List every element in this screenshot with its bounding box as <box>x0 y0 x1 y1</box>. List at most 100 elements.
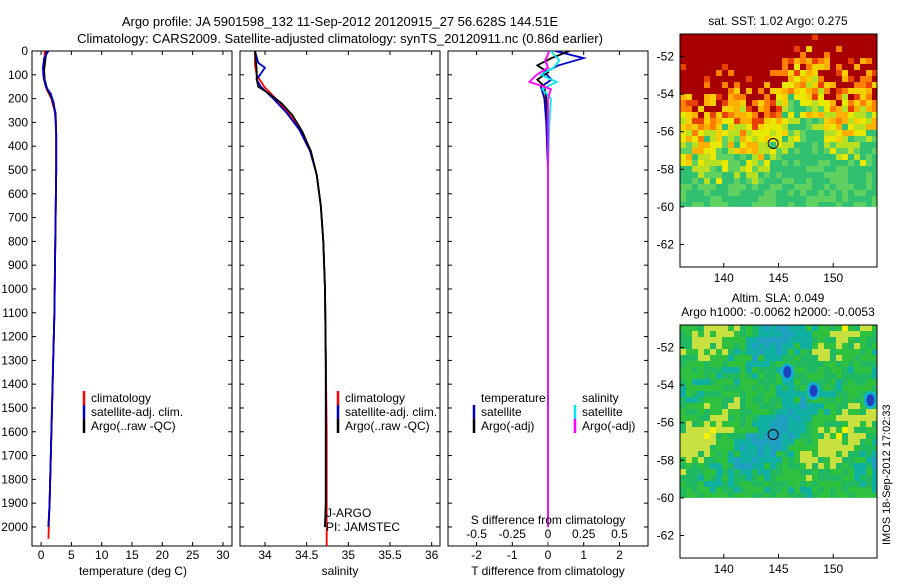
heatmap-cell <box>782 136 789 143</box>
heatmap-cell <box>824 130 831 137</box>
heatmap-cell <box>788 343 795 350</box>
heatmap-cell <box>872 409 877 416</box>
map-y-tick-label: -58 <box>657 162 675 176</box>
heatmap-cell <box>770 379 777 386</box>
heatmap-cell <box>728 349 735 356</box>
heatmap-cell <box>782 70 789 77</box>
heatmap-cell <box>776 463 783 470</box>
heatmap-cell <box>680 331 687 338</box>
heatmap-cell <box>740 349 747 356</box>
heatmap-cell <box>758 487 765 494</box>
map-x-tick-label: 140 <box>714 271 734 285</box>
heatmap-cell <box>824 373 831 380</box>
heatmap-cell <box>692 403 699 410</box>
heatmap-cell <box>788 493 795 498</box>
heatmap-cell <box>710 355 717 362</box>
heatmap-cell <box>692 52 699 59</box>
heatmap-cell <box>776 397 783 404</box>
heatmap-cell <box>866 94 873 101</box>
heatmap-cell <box>722 481 729 488</box>
difference-legend: temperature salinity satellite Argo(-adj… <box>472 391 635 433</box>
heatmap-cell <box>800 142 807 149</box>
heatmap-cell <box>704 385 711 392</box>
heatmap-cell <box>704 130 711 137</box>
heatmap-cell <box>698 337 705 344</box>
heatmap-cell <box>770 367 777 374</box>
heatmap-cell <box>848 331 855 338</box>
heatmap-cell <box>698 82 705 89</box>
heatmap-cell <box>770 355 777 362</box>
heatmap-cell <box>740 481 747 488</box>
heatmap-cell <box>788 154 795 161</box>
heatmap-cell <box>722 493 729 498</box>
heatmap-cell <box>842 58 849 65</box>
heatmap-cell <box>818 493 825 498</box>
heatmap-cell <box>860 88 867 95</box>
heatmap-cell <box>764 397 771 404</box>
heatmap-cell <box>866 451 873 458</box>
heatmap-cell <box>758 385 765 392</box>
heatmap-cell <box>734 160 741 167</box>
heatmap-cell <box>680 148 687 155</box>
heatmap-cell <box>752 421 759 428</box>
heatmap-cell <box>686 184 693 191</box>
legend-satellite-label: satellite-adj. clim. <box>91 405 183 419</box>
heatmap-cell <box>698 385 705 392</box>
heatmap-cell <box>812 178 819 185</box>
heatmap-cell <box>866 184 873 191</box>
heatmap-cell <box>698 46 705 53</box>
heatmap-cell <box>764 190 771 197</box>
heatmap-cell <box>770 52 777 59</box>
heatmap-cell <box>800 196 807 203</box>
heatmap-cell <box>728 457 735 464</box>
heatmap-cell <box>716 457 723 464</box>
heatmap-cell <box>860 100 867 107</box>
heatmap-cell <box>800 373 807 380</box>
heatmap-cell <box>800 421 807 428</box>
heatmap-cell <box>752 361 759 368</box>
heatmap-cell <box>848 349 855 356</box>
heatmap-cell <box>842 124 849 131</box>
heatmap-cell <box>764 427 771 434</box>
heatmap-cell <box>788 349 795 356</box>
heatmap-cell <box>716 100 723 107</box>
heatmap-cell <box>716 184 723 191</box>
heatmap-cell <box>698 433 705 440</box>
heatmap-cell <box>746 349 753 356</box>
heatmap-cell <box>800 178 807 185</box>
heatmap-cell <box>710 190 717 197</box>
heatmap-cell <box>866 469 873 476</box>
heatmap-cell <box>740 112 747 119</box>
heatmap-cell <box>758 361 765 368</box>
heatmap-cell <box>806 52 813 59</box>
heatmap-cell <box>812 46 819 53</box>
legend-climatology-label: climatology <box>91 391 151 405</box>
heatmap-cell <box>794 82 801 89</box>
heatmap-cell <box>836 373 843 380</box>
heatmap-cell <box>842 487 849 494</box>
heatmap-cell <box>830 361 837 368</box>
heatmap-cell <box>806 421 813 428</box>
heatmap-cell <box>722 100 729 107</box>
heatmap-cell <box>830 190 837 197</box>
heatmap-cell <box>830 94 837 101</box>
heatmap-cell <box>806 124 813 131</box>
heatmap-cell <box>716 445 723 452</box>
heatmap-cell <box>704 124 711 131</box>
heatmap-cell <box>806 76 813 83</box>
heatmap-cell <box>692 397 699 404</box>
heatmap-cell <box>794 88 801 95</box>
heatmap-cell <box>692 493 699 498</box>
heatmap-cell <box>800 385 807 392</box>
heatmap-cell <box>692 148 699 155</box>
heatmap-cell <box>848 463 855 470</box>
heatmap-cell <box>752 154 759 161</box>
heatmap-cell <box>764 70 771 77</box>
heatmap-cell <box>854 361 861 368</box>
heatmap-cell <box>842 469 849 476</box>
heatmap-cell <box>764 94 771 101</box>
heatmap-cell <box>758 94 765 101</box>
heatmap-cell <box>818 415 825 422</box>
heatmap-cell <box>704 112 711 119</box>
heatmap-cell <box>824 94 831 101</box>
